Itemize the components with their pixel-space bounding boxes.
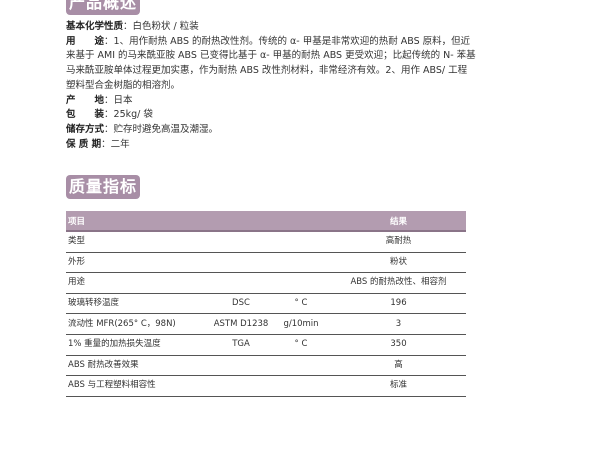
- item-cell: ABS 与工程塑料相容性: [66, 375, 211, 397]
- table-row: ABS 与工程塑料相容性 标准: [66, 375, 466, 397]
- field-storage: 储存方式：贮存时避免高温及潮湿。: [66, 123, 219, 135]
- result-cell: ABS 的耐热改性、相容剂: [331, 272, 466, 294]
- unit-cell: g/10min: [271, 313, 331, 335]
- overview-title: 产品概述: [66, 0, 140, 15]
- table-header: 项目 结果: [66, 211, 466, 232]
- item-cell: 类型: [66, 231, 211, 253]
- unit-cell: [271, 252, 331, 274]
- table-row: 用途 ABS 的耐热改性、相容剂: [66, 272, 466, 294]
- result-cell: 高耐热: [331, 231, 466, 253]
- quality-title: 质量指标: [66, 175, 140, 199]
- table-row: 流动性 MFR(265° C，98N) ASTM D1238 g/10min 3: [66, 313, 466, 335]
- method-cell: TGA: [211, 334, 271, 356]
- unit-cell: ° C: [271, 334, 331, 356]
- method-cell: ASTM D1238: [211, 313, 271, 335]
- unit-cell: [271, 355, 331, 377]
- result-cell: 196: [331, 293, 466, 315]
- unit-cell: [271, 272, 331, 294]
- item-cell: ABS 耐热改善效果: [66, 355, 211, 377]
- item-cell: 用途: [66, 272, 211, 294]
- result-cell: 3: [331, 313, 466, 335]
- result-cell: 标准: [331, 375, 466, 397]
- field-basic: 基本化学性质：白色粉状 / 粒装: [66, 21, 199, 32]
- field-shelf-life: 保 质 期：二年: [66, 138, 130, 150]
- item-cell: 流动性 MFR(265° C，98N): [66, 313, 211, 335]
- method-cell: [211, 375, 271, 397]
- field-package: 包 装：25kg/ 袋: [66, 109, 153, 121]
- field-origin: 产 地：日本: [66, 94, 133, 106]
- result-cell: 高: [331, 355, 466, 377]
- method-cell: DSC: [211, 293, 271, 315]
- method-cell: [211, 355, 271, 377]
- item-cell: 玻璃转移温度: [66, 293, 211, 315]
- method-cell: [211, 252, 271, 274]
- overview-info: 基本化学性质：白色粉状 / 粒装 用 途：1、用作耐热 ABS 的耐热改性剂。传…: [66, 20, 476, 152]
- quality-table: 项目 结果 类型 高耐热 外形 粉状 用途 ABS 的耐热改性、相容剂 玻璃转移温度 DSC °…: [66, 211, 466, 397]
- field-usage: 用 途：1、用作耐热 ABS 的耐热改性剂。传统的 α- 甲基是非常欢迎的热耐 …: [66, 35, 476, 91]
- item-cell: 1% 重量的加热损失温度: [66, 334, 211, 356]
- unit-cell: [271, 231, 331, 253]
- result-cell: 粉状: [331, 252, 466, 274]
- result-cell: 350: [331, 334, 466, 356]
- table-row: 1% 重量的加热损失温度 TGA ° C 350: [66, 334, 466, 356]
- table-row: 玻璃转移温度 DSC ° C 196: [66, 293, 466, 315]
- unit-cell: [271, 375, 331, 397]
- table-row: ABS 耐热改善效果 高: [66, 355, 466, 377]
- item-cell: 外形: [66, 252, 211, 274]
- method-cell: [211, 231, 271, 253]
- table-row: 外形 粉状: [66, 252, 466, 274]
- method-cell: [211, 272, 271, 294]
- unit-cell: ° C: [271, 293, 331, 315]
- table-row: 类型 高耐热: [66, 231, 466, 253]
